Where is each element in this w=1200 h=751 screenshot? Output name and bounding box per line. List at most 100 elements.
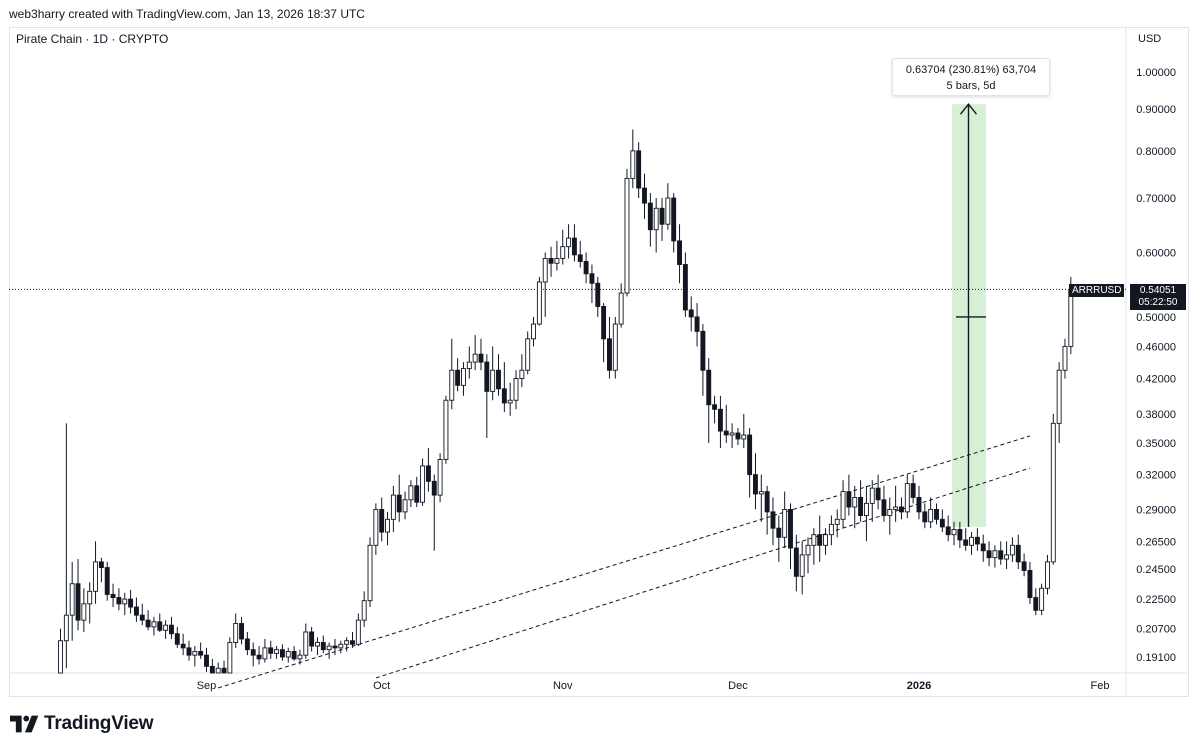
candle-body xyxy=(840,491,846,520)
candle xyxy=(507,382,513,416)
candle xyxy=(922,503,928,529)
candle-body xyxy=(425,465,431,482)
candle-body xyxy=(904,483,910,513)
candle xyxy=(659,198,665,241)
candle-body xyxy=(69,583,75,616)
candle xyxy=(747,428,753,498)
candle xyxy=(332,638,338,656)
candle xyxy=(665,183,671,230)
candle xyxy=(390,485,396,533)
candle-body xyxy=(706,369,712,406)
candle xyxy=(320,635,326,654)
candle xyxy=(834,509,840,538)
candle-body xyxy=(186,647,192,656)
price-tick-label: 0.50000 xyxy=(1136,312,1176,324)
candle-body xyxy=(939,518,945,528)
candle-body xyxy=(297,654,303,660)
candle xyxy=(309,626,315,652)
candle xyxy=(1039,583,1045,616)
candle-body xyxy=(577,254,583,262)
candle xyxy=(963,528,969,551)
bar-countdown: 05:22:50 xyxy=(1138,297,1178,308)
price-tick-label: 0.35000 xyxy=(1136,438,1176,450)
trend-lines[interactable] xyxy=(218,435,1031,689)
candle-body xyxy=(916,496,922,513)
candle xyxy=(612,316,618,379)
candle xyxy=(338,640,344,654)
candle xyxy=(770,497,776,546)
candle-body xyxy=(151,621,157,628)
candle xyxy=(145,610,151,631)
candle-body xyxy=(717,408,723,432)
candle xyxy=(1004,541,1010,570)
tradingview-logo[interactable]: TradingView xyxy=(10,713,154,735)
candle-body xyxy=(887,508,893,517)
symbol-title[interactable]: Pirate Chain · 1D · CRYPTO xyxy=(16,32,169,46)
candle xyxy=(1015,534,1021,570)
candle-body xyxy=(233,623,239,643)
candle xyxy=(501,362,507,413)
currency-label[interactable]: USD xyxy=(1138,33,1162,45)
candle xyxy=(916,485,922,520)
candle xyxy=(700,324,706,396)
candle-body xyxy=(320,642,326,651)
last-price-badge: 0.54051 05:22:50 xyxy=(1130,284,1186,310)
candle xyxy=(455,358,461,392)
candle-body xyxy=(799,554,805,577)
trend-line-1[interactable] xyxy=(218,435,1031,689)
candle-body xyxy=(1068,289,1074,347)
candle xyxy=(490,346,496,401)
candle xyxy=(869,480,875,522)
candle-body xyxy=(700,330,706,371)
candle xyxy=(939,509,945,533)
date-axis[interactable]: Sep Oct Nov Dec 2026 Feb xyxy=(197,680,1110,692)
candle-body xyxy=(583,261,589,275)
measure-arrow-head xyxy=(959,103,978,115)
candle xyxy=(753,453,758,510)
price-axis[interactable]: 1.00000 0.90000 0.80000 0.70000 0.60000 0.500… xyxy=(1136,67,1176,664)
tradingview-logo-text: TradingView xyxy=(44,713,154,734)
candle-body xyxy=(618,292,624,325)
candle-body xyxy=(899,506,904,513)
candle-body xyxy=(274,649,280,654)
date-tick-label: 2026 xyxy=(907,680,931,692)
candle-body xyxy=(367,544,373,602)
candle xyxy=(157,613,163,633)
candle xyxy=(706,358,712,443)
candle-body xyxy=(788,508,793,549)
candle-body xyxy=(484,361,490,392)
candle-body xyxy=(58,640,63,674)
candle xyxy=(571,224,577,262)
candle xyxy=(764,485,770,535)
candle-body xyxy=(612,323,618,371)
candle-body xyxy=(420,465,426,503)
candle xyxy=(992,545,998,568)
candle-body xyxy=(110,593,116,598)
candle-body xyxy=(379,508,385,533)
candle xyxy=(496,354,501,396)
chart-frame[interactable] xyxy=(9,27,1189,697)
candle xyxy=(969,532,974,555)
candle-body xyxy=(998,550,1004,560)
trend-line-2[interactable] xyxy=(375,467,1031,679)
candle xyxy=(542,252,548,317)
candle xyxy=(93,541,98,604)
candle-body xyxy=(653,207,659,231)
candle xyxy=(408,480,414,508)
candle xyxy=(607,316,612,379)
candle-body xyxy=(145,619,151,628)
candle xyxy=(863,485,869,542)
candle-body xyxy=(87,590,93,605)
candle-body xyxy=(858,496,864,517)
candle-body xyxy=(204,654,209,667)
candle-body xyxy=(209,665,215,674)
candle xyxy=(823,528,828,555)
candle xyxy=(899,497,904,520)
date-tick-label: Dec xyxy=(728,680,748,692)
measure-layer[interactable] xyxy=(9,103,1126,527)
candle-body xyxy=(834,518,840,525)
candle-body xyxy=(350,640,355,645)
candle-body xyxy=(712,404,718,410)
date-tick-label: Sep xyxy=(197,680,217,692)
